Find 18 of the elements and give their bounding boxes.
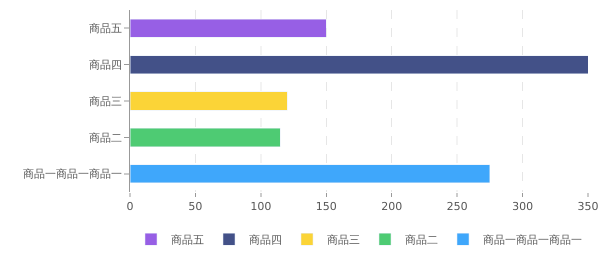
x-tick-label: 350 xyxy=(578,200,598,214)
legend-label: 商品三 xyxy=(327,234,360,247)
legend-label: 商品四 xyxy=(249,234,282,247)
x-tick-label: 50 xyxy=(188,200,202,214)
y-tick-label: 商品一商品一商品一 xyxy=(22,168,122,181)
y-tick-label: 商品二 xyxy=(88,131,122,144)
x-tick-label: 0 xyxy=(126,200,134,214)
x-tick-label: 100 xyxy=(250,200,272,214)
legend-label: 商品二 xyxy=(405,234,438,247)
y-tick-label: 商品四 xyxy=(88,58,122,72)
x-tick-label: 250 xyxy=(446,200,468,214)
y-tick-label: 商品五 xyxy=(88,22,122,36)
legend-label: 商品一商品一商品一 xyxy=(483,234,582,247)
legend-label: 商品五 xyxy=(171,234,204,247)
x-tick-label: 150 xyxy=(316,200,337,214)
x-tick-label: 300 xyxy=(512,200,534,214)
y-tick-label: 商品三 xyxy=(88,94,122,108)
x-tick-label: 200 xyxy=(381,200,402,214)
